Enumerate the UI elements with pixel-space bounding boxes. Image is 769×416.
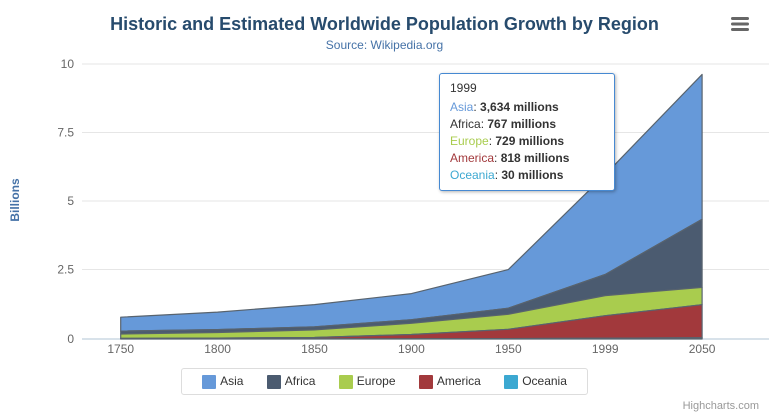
svg-text:1999: 1999: [592, 342, 619, 356]
svg-text:7.5: 7.5: [57, 126, 74, 140]
svg-text:1750: 1750: [107, 342, 134, 356]
svg-text:2050: 2050: [689, 342, 716, 356]
svg-text:1950: 1950: [495, 342, 522, 356]
svg-text:1900: 1900: [398, 342, 425, 356]
svg-text:5: 5: [67, 194, 74, 208]
svg-text:2.5: 2.5: [57, 263, 74, 277]
svg-text:1800: 1800: [204, 342, 231, 356]
svg-text:0: 0: [67, 332, 74, 346]
svg-text:1850: 1850: [301, 342, 328, 356]
svg-text:10: 10: [61, 57, 75, 71]
